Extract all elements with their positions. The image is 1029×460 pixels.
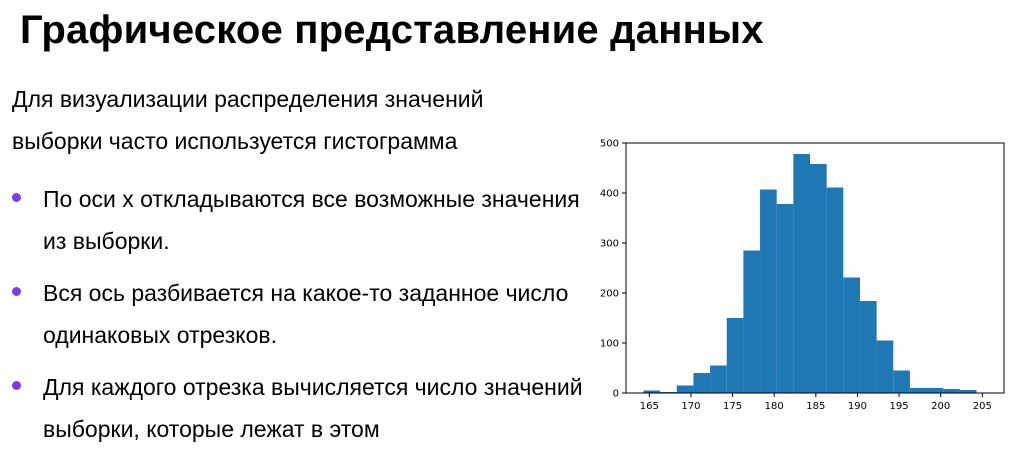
x-tick-label-170: 170	[681, 401, 700, 412]
intro-line-2: выборки часто используется гистограмма	[12, 128, 458, 154]
slide-title: Графическое представление данных	[20, 8, 764, 52]
x-tick-label-195: 195	[890, 401, 909, 412]
histogram-svg: 165 170 175 180 185 190 195 200 205 0 100 200 300 400…	[600, 139, 1005, 412]
x-tick-label-185: 185	[806, 401, 825, 412]
intro-text: Для визуализации распределения значений …	[12, 78, 572, 162]
bullet-item-3: Для каждого отрезка вычисляется число зн…	[12, 366, 592, 450]
histogram-bar-7	[743, 250, 761, 393]
intro-line-1: Для визуализации распределения значений	[12, 86, 484, 112]
y-tick-label-300: 300	[600, 239, 619, 250]
x-tick-label-165: 165	[640, 401, 659, 412]
histogram-bar-11	[810, 164, 827, 393]
bullet-text-3: Для каждого отрезка вычисляется число зн…	[43, 374, 583, 442]
histogram-bar-4	[693, 373, 711, 393]
histogram-bar-18	[926, 388, 944, 393]
bullet-item-1: По оси x откладываются все возможные зна…	[12, 178, 592, 262]
x-tick-label-190: 190	[848, 401, 867, 412]
histogram-bar-9	[776, 204, 794, 393]
bullet-text-1: По оси x откладываются все возможные зна…	[43, 186, 580, 254]
y-tick-label-400: 400	[600, 189, 619, 200]
histogram-bar-16	[893, 370, 910, 393]
bullet-list: По оси x откладываются все возможные зна…	[12, 178, 592, 460]
x-tick-label-205: 205	[973, 401, 992, 412]
x-tick-label-175: 175	[723, 401, 742, 412]
histogram-bar-20	[959, 390, 977, 393]
bullet-text-2: Вся ось разбивается на какое-то заданное…	[43, 280, 569, 348]
histogram-bar-17	[909, 388, 927, 393]
histogram-bar-5	[710, 365, 727, 393]
histogram-chart: 165 170 175 180 185 190 195 200 205 0 100 200 300 400…	[580, 130, 1010, 420]
histogram-bar-1	[643, 390, 661, 393]
bullet-dot-icon	[12, 193, 21, 202]
histogram-bar-19	[943, 389, 960, 393]
histogram-bar-12	[826, 187, 844, 393]
histogram-bar-8	[760, 189, 777, 393]
histogram-bar-6	[726, 318, 744, 393]
bullet-item-2: Вся ось разбивается на какое-то заданное…	[12, 272, 592, 356]
histogram-bar-14	[859, 301, 877, 393]
x-tick-label-180: 180	[765, 401, 784, 412]
histogram-bar-10	[793, 154, 811, 393]
y-tick-label-200: 200	[600, 289, 619, 300]
histogram-bar-15	[876, 340, 894, 393]
histogram-bar-3	[676, 385, 694, 393]
bullet-dot-icon	[12, 381, 21, 390]
y-tick-label-500: 500	[600, 139, 619, 150]
plot-frame	[625, 142, 1005, 394]
y-tick-label-0: 0	[613, 389, 619, 400]
histogram-bar-13	[843, 277, 860, 393]
bullet-dot-icon	[12, 287, 21, 296]
y-tick-label-100: 100	[600, 339, 619, 350]
x-tick-label-200: 200	[931, 401, 950, 412]
